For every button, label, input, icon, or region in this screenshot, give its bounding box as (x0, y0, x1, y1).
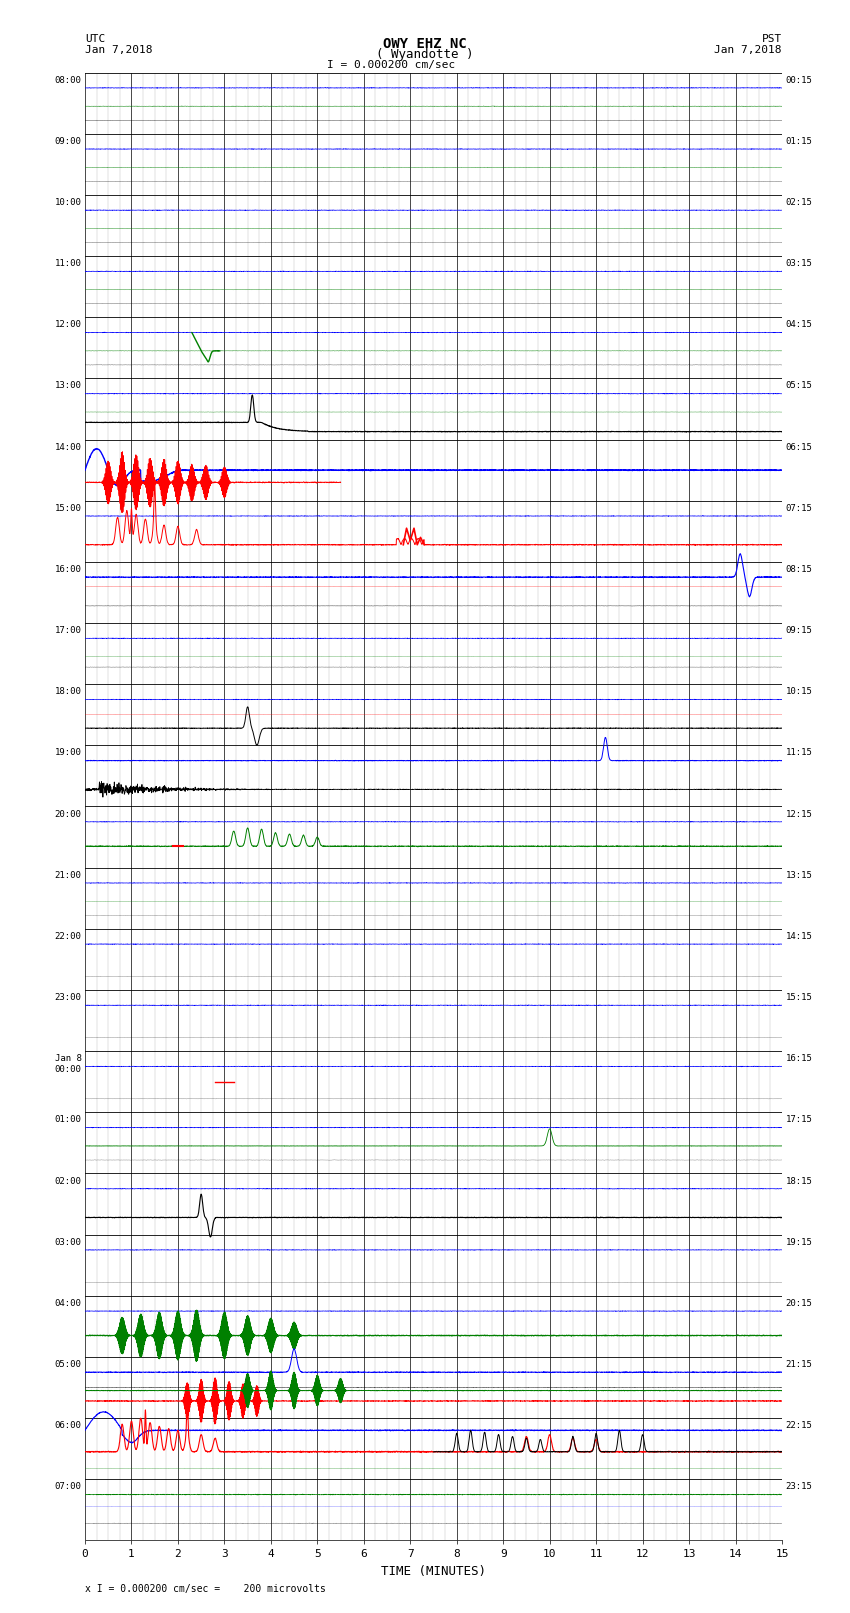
Text: 20:00: 20:00 (54, 810, 82, 818)
Text: 13:15: 13:15 (785, 871, 813, 879)
Text: 16:00: 16:00 (54, 565, 82, 574)
Text: 08:15: 08:15 (785, 565, 813, 574)
Text: 19:00: 19:00 (54, 748, 82, 758)
Text: 11:15: 11:15 (785, 748, 813, 758)
Text: 09:00: 09:00 (54, 137, 82, 145)
Text: UTC: UTC (85, 34, 105, 44)
Text: I = 0.000200 cm/sec: I = 0.000200 cm/sec (327, 60, 455, 69)
Text: 22:15: 22:15 (785, 1421, 813, 1431)
Text: 02:15: 02:15 (785, 198, 813, 206)
Text: 19:15: 19:15 (785, 1237, 813, 1247)
Text: 14:15: 14:15 (785, 932, 813, 940)
X-axis label: TIME (MINUTES): TIME (MINUTES) (381, 1565, 486, 1578)
Text: 08:00: 08:00 (54, 76, 82, 84)
Text: Jan 7,2018: Jan 7,2018 (85, 45, 152, 55)
Text: 06:00: 06:00 (54, 1421, 82, 1431)
Text: 07:00: 07:00 (54, 1482, 82, 1492)
Text: 12:00: 12:00 (54, 321, 82, 329)
Text: 10:15: 10:15 (785, 687, 813, 697)
Text: 01:00: 01:00 (54, 1115, 82, 1124)
Text: Jan 7,2018: Jan 7,2018 (715, 45, 782, 55)
Text: 07:15: 07:15 (785, 503, 813, 513)
Text: 15:15: 15:15 (785, 994, 813, 1002)
Text: Jan 8
00:00: Jan 8 00:00 (54, 1055, 82, 1074)
Text: 03:00: 03:00 (54, 1237, 82, 1247)
Text: 23:00: 23:00 (54, 994, 82, 1002)
Text: 15:00: 15:00 (54, 503, 82, 513)
Text: 23:15: 23:15 (785, 1482, 813, 1492)
Text: 06:15: 06:15 (785, 442, 813, 452)
Text: 00:15: 00:15 (785, 76, 813, 84)
Text: 17:15: 17:15 (785, 1115, 813, 1124)
Text: 12:15: 12:15 (785, 810, 813, 818)
Text: 01:15: 01:15 (785, 137, 813, 145)
Text: 18:15: 18:15 (785, 1176, 813, 1186)
Text: 20:15: 20:15 (785, 1298, 813, 1308)
Text: 17:00: 17:00 (54, 626, 82, 636)
Text: 02:00: 02:00 (54, 1176, 82, 1186)
Text: 05:15: 05:15 (785, 381, 813, 390)
Text: x I = 0.000200 cm/sec =    200 microvolts: x I = 0.000200 cm/sec = 200 microvolts (85, 1584, 326, 1594)
Text: 16:15: 16:15 (785, 1055, 813, 1063)
Text: 04:00: 04:00 (54, 1298, 82, 1308)
Text: 04:15: 04:15 (785, 321, 813, 329)
Text: 11:00: 11:00 (54, 260, 82, 268)
Text: 05:00: 05:00 (54, 1360, 82, 1369)
Text: 18:00: 18:00 (54, 687, 82, 697)
Text: 21:00: 21:00 (54, 871, 82, 879)
Text: 21:15: 21:15 (785, 1360, 813, 1369)
Text: 14:00: 14:00 (54, 442, 82, 452)
Text: 10:00: 10:00 (54, 198, 82, 206)
Text: 03:15: 03:15 (785, 260, 813, 268)
Text: PST: PST (762, 34, 782, 44)
Text: 13:00: 13:00 (54, 381, 82, 390)
Text: OWY EHZ NC: OWY EHZ NC (383, 37, 467, 52)
Text: 22:00: 22:00 (54, 932, 82, 940)
Text: ( Wyandotte ): ( Wyandotte ) (377, 48, 473, 61)
Text: 09:15: 09:15 (785, 626, 813, 636)
